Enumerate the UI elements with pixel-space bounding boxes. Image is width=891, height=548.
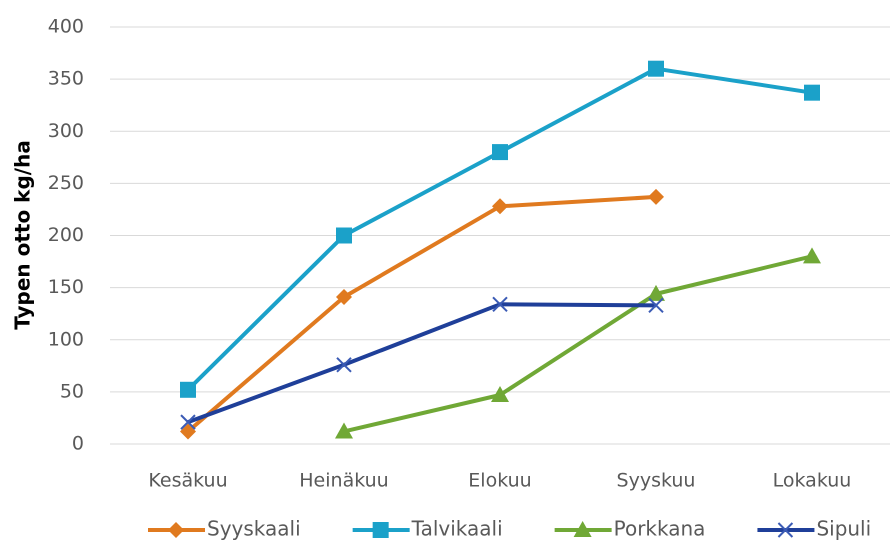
marker [336,289,352,306]
marker [492,198,508,215]
marker [804,84,820,101]
x-tick-label: Kesäkuu [148,470,227,492]
series-line [186,194,657,434]
y-tick-label: 200 [48,224,84,246]
marker [647,284,665,301]
y-tick-label: 0 [72,433,84,455]
marker [491,386,509,403]
marker [335,422,353,439]
marker [492,144,508,161]
marker [648,60,664,77]
marker [492,296,508,313]
y-tick-label: 250 [48,172,84,194]
x-tick-label: Syyskuu [617,470,696,492]
y-tick-label: 150 [48,276,84,298]
legend-label: Talvikaali [411,517,503,541]
marker [573,521,592,537]
marker [803,247,821,264]
legend-label: Porkkana [614,517,706,541]
marker [180,381,196,398]
x-tick-label: Lokakuu [773,470,852,492]
y-tick-label: 100 [48,328,84,350]
y-tick-label: 400 [48,16,84,38]
y-tick-label: 350 [48,68,84,90]
legend-label: Sipuli [816,517,871,541]
marker [336,227,352,244]
marker [180,414,196,430]
marker [648,188,664,205]
marker [372,522,389,538]
series-line [343,254,813,434]
marker [168,522,184,538]
marker [648,297,664,314]
x-tick-label: Heinäkuu [299,470,388,492]
y-tick-label: 50 [60,380,84,402]
marker [336,357,352,373]
series-line [187,302,657,424]
x-tick-label: Elokuu [468,470,531,492]
legend-label: Syyskaali [207,517,301,541]
marker [777,522,794,538]
series-line [186,66,813,392]
y-axis-label: Typen otto kg/ha [11,140,35,330]
y-tick-label: 300 [48,120,84,142]
